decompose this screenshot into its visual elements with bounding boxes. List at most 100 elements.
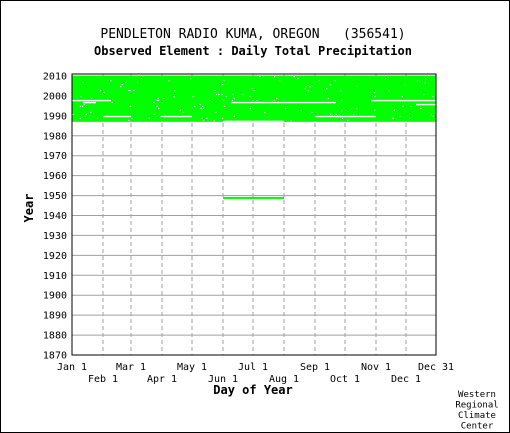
data-gap: [215, 111, 217, 114]
x-tick-labels: Jan 1 Mar 1 May 1 Jul 1 Sep 1 Nov 1 Dec 31 Feb …: [57, 362, 454, 385]
data-gap: [304, 87, 306, 90]
data-gap: [174, 89, 176, 92]
data-gap: [272, 101, 274, 104]
data-gap: [420, 107, 422, 110]
data-gap: [233, 97, 235, 100]
data-gap: [173, 95, 175, 98]
footer-line: Regional: [455, 401, 498, 411]
x-tick-label: Jul 1: [238, 362, 268, 373]
data-gap: [329, 83, 331, 86]
data-gap: [409, 117, 411, 120]
data-gap: [253, 89, 255, 92]
data-gap: [121, 83, 123, 86]
data-gap: [377, 99, 379, 102]
data-gap: [90, 97, 93, 100]
data-gap: [416, 103, 436, 106]
data-gap: [119, 85, 122, 88]
data-gap: [153, 101, 155, 104]
y-tick-label: 1980: [43, 131, 67, 142]
data-gap: [215, 93, 218, 96]
y-tick-label: 1910: [43, 271, 67, 282]
data-gap: [160, 115, 163, 118]
data-gap: [90, 111, 92, 114]
data-gap: [225, 95, 227, 98]
data-gap: [223, 105, 226, 108]
x-axis-label: Day of Year: [213, 383, 292, 397]
y-tick-label: 1870: [43, 351, 67, 362]
chart-title: PENDLETON RADIO KUMA, OREGON (356541): [100, 27, 405, 42]
data-gap: [256, 99, 258, 102]
data-gap: [221, 93, 223, 96]
y-axis-label: Year: [22, 194, 36, 223]
data-gap: [300, 109, 302, 112]
data-gap: [293, 75, 295, 78]
data-gap: [297, 77, 299, 80]
data-gap: [305, 85, 307, 88]
data-gap: [404, 83, 407, 86]
y-tick-label: 1960: [43, 171, 67, 182]
data-gap: [327, 97, 330, 100]
data-gap: [318, 79, 320, 82]
data-gap: [385, 77, 387, 80]
data-gap: [157, 99, 160, 102]
data-gap: [213, 119, 215, 122]
data-gap: [430, 113, 432, 116]
data-gap: [388, 89, 390, 92]
data-gap: [158, 107, 160, 110]
data-gap: [392, 117, 394, 120]
x-tick-label: Mar 1: [116, 362, 146, 373]
data-gap: [393, 109, 396, 112]
data-gap: [192, 95, 194, 98]
data-gap: [79, 105, 82, 108]
data-gap: [325, 87, 328, 90]
data-gap: [334, 79, 336, 82]
data-gap: [389, 99, 391, 102]
data-gap: [222, 99, 225, 102]
data-gap: [432, 115, 434, 118]
data-gap: [129, 89, 131, 92]
data-gap: [163, 97, 165, 100]
x-tick-label: Jun 1: [208, 374, 238, 385]
data-gap: [156, 105, 158, 108]
data-gap: [168, 79, 170, 82]
data-gap: [201, 117, 203, 120]
data-gap: [399, 115, 401, 118]
data-gap: [340, 89, 342, 92]
footer-line: Western: [458, 390, 496, 400]
data-gap: [307, 89, 309, 92]
data-gap: [424, 81, 426, 84]
data-gap: [85, 113, 87, 116]
data-gap: [259, 75, 261, 78]
data-gap: [182, 111, 184, 114]
data-gap: [424, 99, 426, 102]
y-tick-label: 1920: [43, 251, 67, 262]
data-gap: [309, 85, 311, 88]
data-gap: [402, 105, 404, 108]
data-gap: [374, 109, 376, 112]
data-gap: [156, 99, 158, 102]
data-gap: [82, 81, 84, 84]
data-band: [72, 75, 436, 122]
data-gap: [222, 83, 224, 86]
data-gap: [218, 93, 220, 96]
footer-line: Center: [461, 422, 494, 432]
x-tick-label: Aug 1: [269, 374, 299, 385]
y-tick-label: 2010: [43, 71, 67, 82]
data-gap: [190, 77, 192, 80]
data-gap: [206, 117, 208, 120]
data-gap: [194, 105, 196, 108]
data-gap: [83, 101, 96, 104]
data-gap: [416, 103, 418, 106]
data-gap: [153, 113, 155, 116]
data-gap: [140, 77, 143, 80]
x-tick-label: Sep 1: [300, 362, 330, 373]
data-gap: [202, 107, 205, 110]
data-gap: [373, 91, 376, 94]
data-gap: [125, 81, 127, 84]
data-gap: [104, 99, 107, 102]
x-tick-label: Dec 1: [391, 374, 421, 385]
y-tick-label: 2000: [43, 91, 67, 102]
data-gap: [242, 93, 244, 96]
